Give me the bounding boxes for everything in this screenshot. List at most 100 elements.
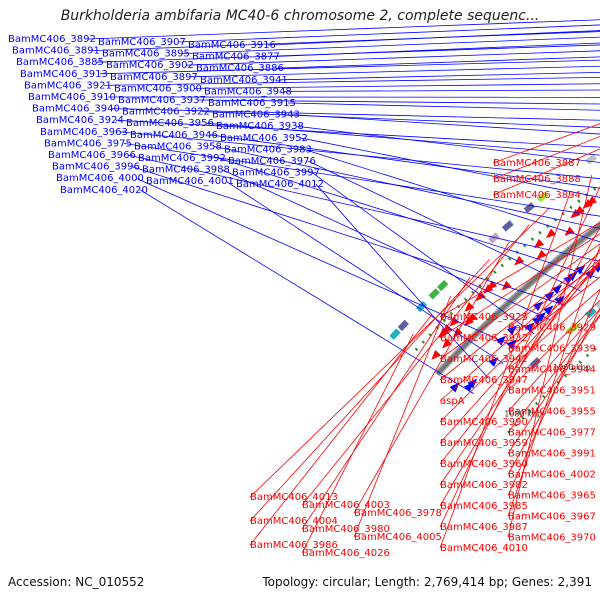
gene-arrow-reverse[interactable]: [439, 338, 452, 352]
gene-label-forward[interactable]: BamMC406_4000: [56, 173, 144, 184]
gene-arrow-forward[interactable]: [463, 379, 477, 393]
feature-block[interactable]: [523, 202, 536, 214]
gene-label-forward[interactable]: BamMC406_3983: [224, 144, 312, 155]
gene-label-forward[interactable]: BamMC406_3941: [200, 75, 288, 86]
gene-label-forward[interactable]: BamMC406_3916: [188, 40, 276, 51]
gene-arrow-reverse[interactable]: [436, 327, 449, 341]
gene-label-reverse[interactable]: BamMC406_3980: [302, 524, 390, 535]
gene-label-forward[interactable]: BamMC406_3975: [44, 138, 132, 149]
gene-label-reverse[interactable]: BamMC406_3925: [440, 312, 528, 323]
gene-label-forward[interactable]: BamMC406_3937: [118, 95, 206, 106]
gene-labels[interactable]: BamMC406_3892 BamMC406_3907 BamMC406_3916B…: [8, 34, 596, 559]
gene-label-reverse[interactable]: BamMC406_3977: [508, 428, 596, 439]
gene-label-forward[interactable]: BamMC406_3940: [32, 104, 120, 115]
gene-arrow-reverse[interactable]: [531, 238, 545, 252]
gene-label-forward[interactable]: BamMC406_3886: [196, 63, 284, 74]
gene-label-reverse[interactable]: BamMC406_3985: [440, 501, 528, 512]
feature-block[interactable]: [595, 298, 600, 310]
gene-arrow-reverse[interactable]: [473, 291, 486, 304]
gene-arrow-forward[interactable]: [575, 262, 588, 275]
gene-arrow-reverse[interactable]: [534, 249, 547, 263]
gene-label-reverse[interactable]: BamMC406_4002: [508, 470, 596, 481]
feature-block[interactable]: [488, 232, 500, 244]
gene-arrow-reverse[interactable]: [562, 226, 575, 239]
gene-label-reverse[interactable]: BamMC406_3955: [508, 407, 596, 418]
gene-arrow-reverse[interactable]: [447, 316, 460, 330]
gene-label-forward[interactable]: BamMC406_3907: [98, 37, 186, 48]
gene-label-forward[interactable]: BamMC406_3885: [16, 57, 104, 68]
gene-arrow-reverse[interactable]: [580, 199, 593, 211]
gene-label-reverse[interactable]: BamMC406_3986: [250, 540, 338, 551]
gene-arrow-reverse[interactable]: [543, 228, 557, 242]
gene-label-forward[interactable]: BamMC406_3992: [138, 153, 226, 164]
gene-label-forward[interactable]: BamMC406_3952: [220, 133, 308, 144]
gene-label-forward[interactable]: BamMC406_3938: [216, 121, 304, 132]
gene-label-reverse[interactable]: BamMC406_3982: [440, 480, 528, 491]
gene-label-forward[interactable]: BamMC406_3900: [114, 83, 202, 94]
feature-block[interactable]: [501, 220, 514, 232]
gene-label-forward[interactable]: BamMC406_3988: [142, 165, 230, 176]
feature-block[interactable]: [397, 319, 409, 332]
gene-label-forward[interactable]: BamMC406_4001: [146, 176, 234, 187]
gene-arrow-reverse[interactable]: [568, 208, 581, 221]
gene-label-reverse[interactable]: BamMC406_3987: [440, 522, 528, 533]
gene-arrow-forward[interactable]: [544, 288, 557, 301]
gene-label-reverse[interactable]: BamMC406_4004: [250, 516, 338, 527]
gene-label-forward[interactable]: BamMC406_3915: [208, 98, 296, 109]
gene-arrow-forward[interactable]: [506, 322, 520, 336]
feature-block[interactable]: [536, 191, 549, 203]
gene-label-reverse[interactable]: BamMC406_3991: [508, 449, 596, 460]
gene-arrow-forward[interactable]: [593, 260, 600, 273]
gene-label-reverse[interactable]: BamMC406_4026: [302, 548, 390, 559]
gene-label-reverse[interactable]: BamMC406_3932: [440, 333, 528, 344]
gene-label-forward[interactable]: BamMC406_3922: [122, 107, 210, 118]
gene-label-forward[interactable]: BamMC406_4012: [236, 179, 324, 190]
gene-label-reverse[interactable]: BamMC406_3959: [440, 438, 528, 449]
gene-label-forward[interactable]: BamMC406_3921: [24, 80, 112, 91]
feature-block[interactable]: [428, 288, 440, 300]
gene-label-forward[interactable]: BamMC406_3946: [130, 130, 218, 141]
gene-label-forward[interactable]: BamMC406_3976: [228, 156, 316, 167]
gene-label-reverse[interactable]: BamMC406_3894: [493, 190, 581, 201]
gene-label-reverse[interactable]: BamMC406_4003: [302, 500, 390, 511]
gene-label-reverse[interactable]: BamMC406_3939: [508, 344, 596, 355]
gene-label-forward[interactable]: BamMC406_3956: [126, 118, 214, 129]
gene-label-reverse[interactable]: BamMC406_3944: [508, 365, 596, 376]
feature-block[interactable]: [389, 328, 401, 340]
gene-label-reverse[interactable]: BamMC406_3887: [493, 158, 581, 169]
gene-arrow-forward[interactable]: [543, 302, 556, 316]
gene-label-reverse[interactable]: BamMC406_3888: [493, 174, 581, 185]
gene-label-forward[interactable]: BamMC406_3892: [8, 34, 96, 45]
gene-arrow-reverse[interactable]: [499, 280, 512, 294]
gene-label-forward[interactable]: BamMC406_3895: [102, 49, 190, 60]
gene-label-forward[interactable]: BamMC406_3996: [52, 162, 140, 173]
gene-label-forward[interactable]: BamMC406_3966: [48, 150, 136, 161]
gene-label-reverse[interactable]: BamMC406_4005: [354, 532, 442, 543]
gene-arrow-forward[interactable]: [488, 354, 501, 367]
gene-label-forward[interactable]: BamMC406_3963: [40, 127, 128, 138]
gene-label-reverse[interactable]: BamMC406_3929: [508, 323, 596, 334]
gene-label-reverse[interactable]: BamMC406_3970: [508, 533, 596, 544]
gene-arrow-reverse[interactable]: [462, 302, 475, 315]
gene-label-forward[interactable]: BamMC406_3924: [36, 115, 124, 126]
gene-label-reverse[interactable]: BamMC406_3960: [440, 459, 528, 470]
gene-label-reverse[interactable]: BamMC406_3951: [508, 386, 596, 397]
gene-label-forward[interactable]: BamMC406_4020: [60, 185, 148, 196]
gene-label-reverse[interactable]: BamMC406_3978: [354, 508, 442, 519]
gene-arrow-forward[interactable]: [524, 319, 538, 333]
gene-label-forward[interactable]: BamMC406_3902: [106, 60, 194, 71]
gene-label-forward[interactable]: BamMC406_3913: [20, 69, 108, 80]
gene-label-reverse[interactable]: BamMC406_4010: [440, 543, 528, 554]
gene-label-reverse[interactable]: BamMC406_3990: [440, 417, 528, 428]
gene-arrow-reverse[interactable]: [512, 255, 525, 269]
gene-arrow-forward[interactable]: [449, 380, 463, 393]
gene-label-reverse[interactable]: aspA: [440, 396, 465, 407]
gene-label-reverse[interactable]: BamMC406_3967: [508, 512, 596, 523]
gene-arrow-reverse[interactable]: [450, 327, 463, 340]
gene-label-forward[interactable]: BamMC406_3943: [212, 110, 300, 121]
gene-arrow-forward[interactable]: [506, 337, 519, 350]
feature-block[interactable]: [585, 153, 597, 165]
feature-block[interactable]: [415, 300, 428, 313]
feature-block[interactable]: [585, 307, 597, 319]
